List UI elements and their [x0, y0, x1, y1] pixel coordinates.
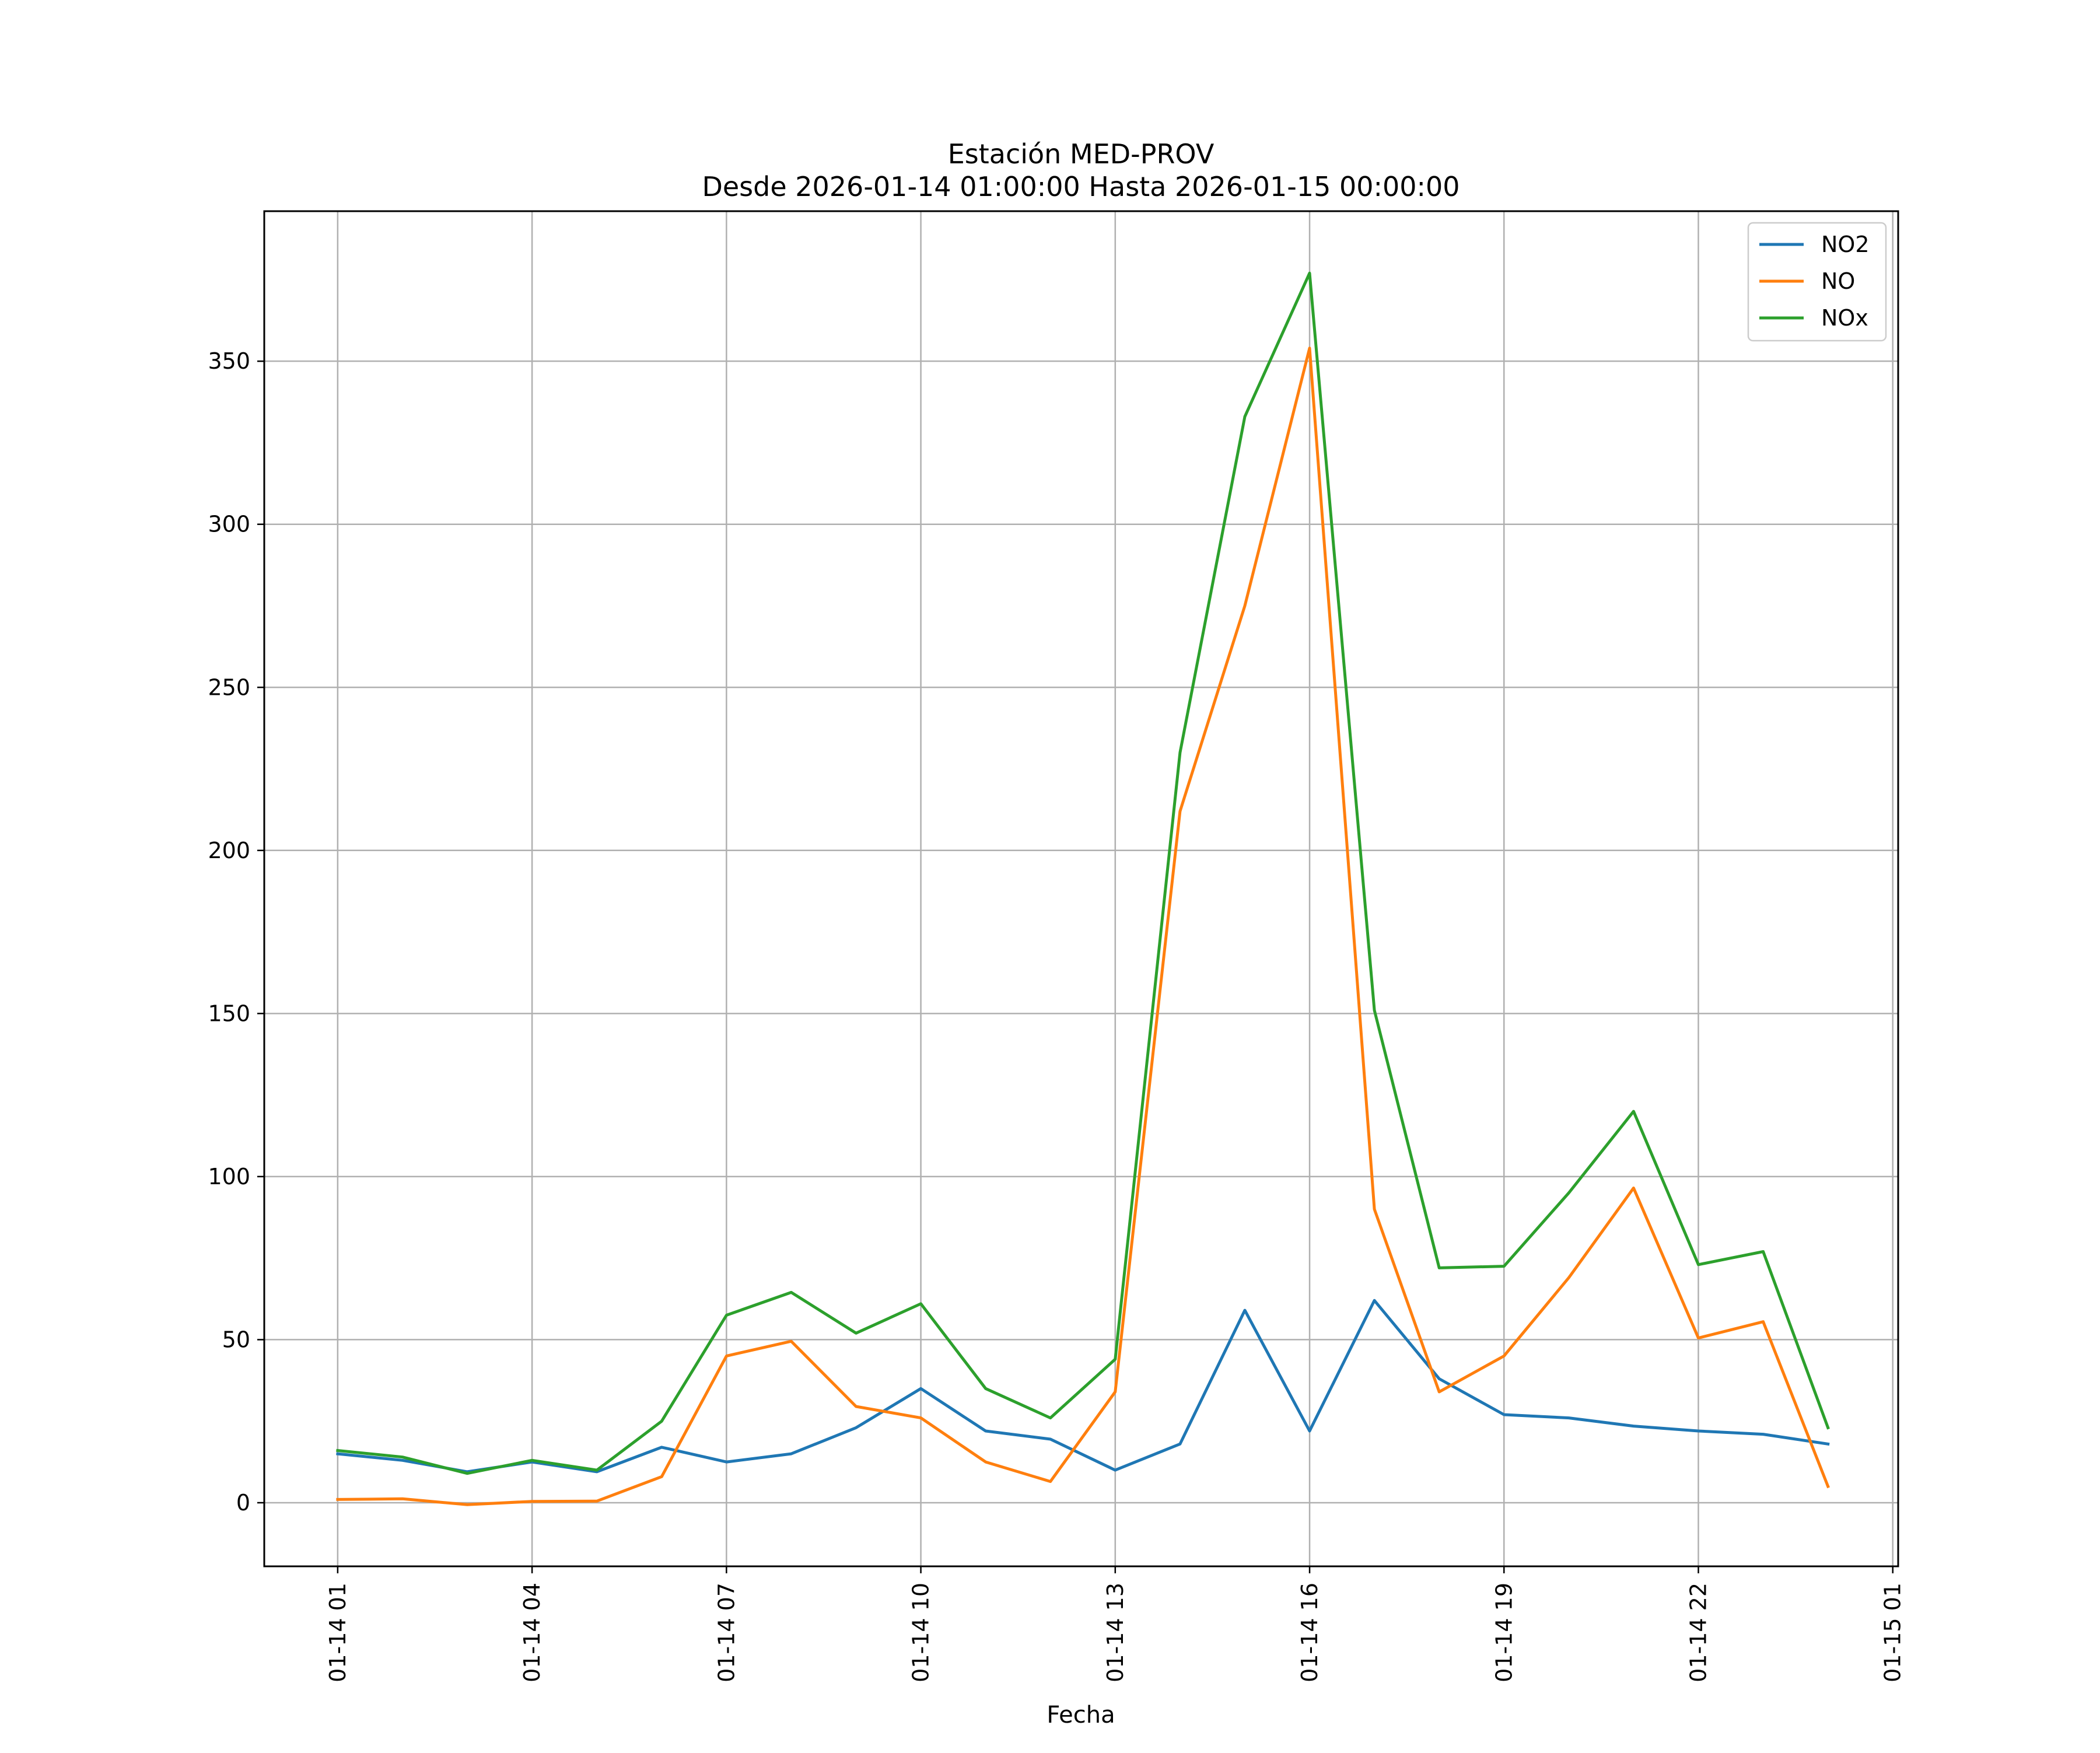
x-tick-label: 01-15 01: [1880, 1583, 1906, 1682]
plot-area-frame: [263, 210, 1899, 1567]
series-line-no: [336, 347, 1830, 1506]
x-tick-label: 01-14 01: [325, 1583, 351, 1682]
axis-ticks: 0 50 100 150 200 250 300 350 01-14 01 01-14 04 01-…: [208, 348, 1905, 1682]
y-tick-label: 200: [208, 838, 250, 863]
x-axis-label: Fecha: [1046, 1702, 1115, 1728]
legend-label: NO2: [1821, 232, 1870, 257]
legend-label: NO: [1821, 268, 1855, 294]
y-tick-label: 300: [208, 512, 250, 537]
x-tick-label: 01-14 04: [519, 1583, 545, 1682]
series-line-no2: [336, 1299, 1830, 1474]
x-tick-label: 01-14 10: [908, 1583, 934, 1682]
y-tick-label: 350: [208, 348, 250, 374]
chart-subtitle: Desde 2026-01-14 01:00:00 Hasta 2026-01-…: [702, 171, 1460, 202]
x-tick-label: 01-14 13: [1102, 1583, 1128, 1682]
y-tick-label: 0: [236, 1490, 250, 1516]
legend-item: NOx: [1759, 305, 1868, 331]
legend-label: NOx: [1821, 305, 1868, 331]
legend-item: NO: [1759, 268, 1855, 294]
grid-lines: [264, 211, 1898, 1566]
series-line-nox: [336, 271, 1830, 1475]
legend-item: NO2: [1759, 232, 1870, 257]
series-lines: [336, 271, 1830, 1506]
y-tick-label: 50: [222, 1327, 250, 1352]
legend-box: [1747, 222, 1887, 342]
x-tick-label: 01-14 07: [713, 1583, 739, 1682]
y-tick-label: 150: [208, 1000, 250, 1026]
y-tick-label: 250: [208, 674, 250, 700]
x-tick-label: 01-14 16: [1297, 1583, 1322, 1682]
y-tick-label: 100: [208, 1164, 250, 1189]
legend: NO2 NO NOx: [1747, 222, 1887, 342]
x-tick-label: 01-14 22: [1686, 1583, 1712, 1682]
chart-title: Estación MED-PROV: [948, 138, 1214, 170]
x-tick-label: 01-14 19: [1491, 1583, 1517, 1682]
